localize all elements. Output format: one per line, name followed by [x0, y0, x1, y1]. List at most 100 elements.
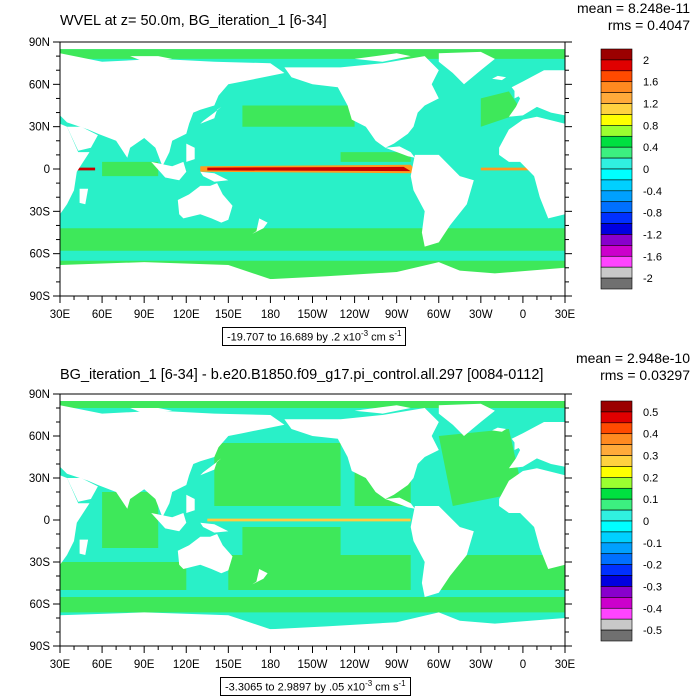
land-mask	[200, 458, 222, 476]
lat-label: 30N	[29, 473, 50, 485]
colorbar: 2 1.6 1.2 0.8 0.4 0 -0.4 -0.8 -1.2 -1.6 -2	[600, 48, 662, 290]
lon-label: 90E	[134, 659, 155, 671]
green-field-zone	[60, 597, 565, 613]
colorbar-swatch	[600, 400, 633, 413]
colorbar-swatch	[600, 531, 633, 544]
green-field-zone	[438, 429, 523, 506]
colorbar-swatch	[600, 575, 633, 587]
equatorial-upwelling-red	[74, 167, 96, 171]
lon-label: 60W	[427, 659, 451, 671]
land-mask	[130, 56, 173, 62]
equatorial-band-yellow	[207, 518, 411, 522]
panel-title: BG_iteration_1 [6-34] - b.e20.B1850.f09_…	[60, 367, 544, 383]
colorbar-label: 0.1	[643, 494, 658, 506]
colorbar-swatch	[600, 114, 633, 126]
colorbar-label: 0.2	[643, 472, 658, 484]
lat-label: 30S	[30, 557, 51, 569]
lon-label: 120E	[173, 659, 200, 671]
lon-label: 90E	[134, 309, 155, 321]
colorbar-swatch	[600, 48, 633, 61]
green-field-zone	[438, 555, 565, 590]
green-field-zone	[242, 527, 341, 555]
equatorial-upwelling-orange	[480, 167, 537, 171]
polar-mask	[60, 42, 565, 50]
lat-label: 60N	[29, 79, 50, 91]
colorbar-swatch	[600, 629, 633, 642]
colorbar-swatch	[600, 190, 633, 203]
land-mask	[60, 475, 90, 565]
colorbar-label: 0.5	[643, 407, 658, 419]
colorbar-swatch	[600, 411, 633, 424]
land-mask	[252, 569, 268, 585]
colorbar-swatch	[600, 509, 633, 522]
land-mask	[79, 539, 89, 555]
map-field	[60, 42, 565, 296]
green-field-zone	[242, 105, 355, 127]
lon-label: 120W	[340, 659, 370, 671]
polar-mask	[60, 394, 565, 401]
green-field-zone	[340, 152, 411, 162]
colorbar-label: -0.5	[643, 625, 662, 637]
colorbar-label: 0	[643, 164, 649, 176]
colorbar-swatch	[600, 520, 633, 533]
green-field-zone	[480, 91, 523, 127]
colorbar-swatch	[600, 487, 633, 500]
green-field-zone	[228, 555, 411, 590]
colorbar-swatch	[600, 135, 633, 148]
colorbar-swatch	[600, 553, 633, 565]
lon-label: 150W	[297, 309, 327, 321]
lon-label: 150E	[215, 309, 242, 321]
colorbar-label: -0.4	[643, 603, 662, 615]
land-mask	[186, 494, 195, 513]
land-mask	[508, 422, 565, 469]
land-mask	[438, 403, 495, 436]
land-mask	[60, 123, 90, 215]
equatorial-upwelling-red	[207, 166, 411, 172]
colorbar-swatch	[600, 201, 633, 213]
land-mask	[438, 51, 495, 85]
lon-label: 60E	[92, 659, 113, 671]
colorbar-swatch	[600, 277, 633, 290]
colorbar-swatch	[600, 70, 633, 83]
green-field-zone	[102, 161, 159, 177]
colorbar-swatch	[600, 212, 633, 224]
colorbar-swatch	[600, 179, 633, 192]
land-mask	[186, 143, 195, 162]
colorbar-swatch	[600, 466, 633, 478]
colorbar-swatch	[600, 542, 633, 555]
lat-label: 60S	[30, 599, 51, 611]
land-mask	[284, 408, 439, 499]
colorbar-swatch	[600, 146, 633, 159]
colorbar-label: 0	[643, 516, 649, 528]
land-mask	[385, 497, 415, 509]
land-mask	[514, 438, 521, 450]
lon-label: 30W	[469, 309, 493, 321]
colorbar-label: 0.4	[643, 429, 658, 441]
green-field-zone	[60, 562, 187, 590]
rms-stat: rms = 0.4047	[607, 17, 690, 33]
lat-label: 90N	[29, 389, 50, 401]
lat-label: 0	[44, 164, 50, 176]
colorbar-swatch	[600, 59, 633, 72]
lon-label: 30E	[50, 309, 71, 321]
lon-label: 30E	[555, 309, 576, 321]
colorbar-swatch	[600, 607, 633, 620]
colorbar-label: -1.6	[643, 251, 662, 263]
colorbar-swatch	[600, 223, 633, 235]
mean-stat: mean = 2.948e-10	[575, 350, 690, 366]
colorbar-label: 0.4	[643, 142, 658, 154]
lat-label: 60N	[29, 431, 50, 443]
colorbar-swatch	[600, 477, 633, 489]
land-mask	[67, 126, 98, 151]
land-mask	[410, 154, 474, 247]
land-mask	[252, 218, 268, 234]
colorbar-swatch	[600, 92, 633, 104]
land-mask	[177, 183, 233, 223]
lon-label: 0	[520, 659, 526, 671]
land-mask	[67, 478, 98, 502]
panel-top-wvel-map: WVEL at z= 50.0m, BG_iteration_1 [6-34] …	[29, 0, 690, 346]
panel-bottom-difference-map: BG_iteration_1 [6-34] - b.e20.B1850.f09_…	[0, 350, 700, 700]
land-mask	[354, 405, 411, 414]
colorbar-label: 0.8	[643, 120, 658, 132]
land-mask	[60, 612, 565, 646]
